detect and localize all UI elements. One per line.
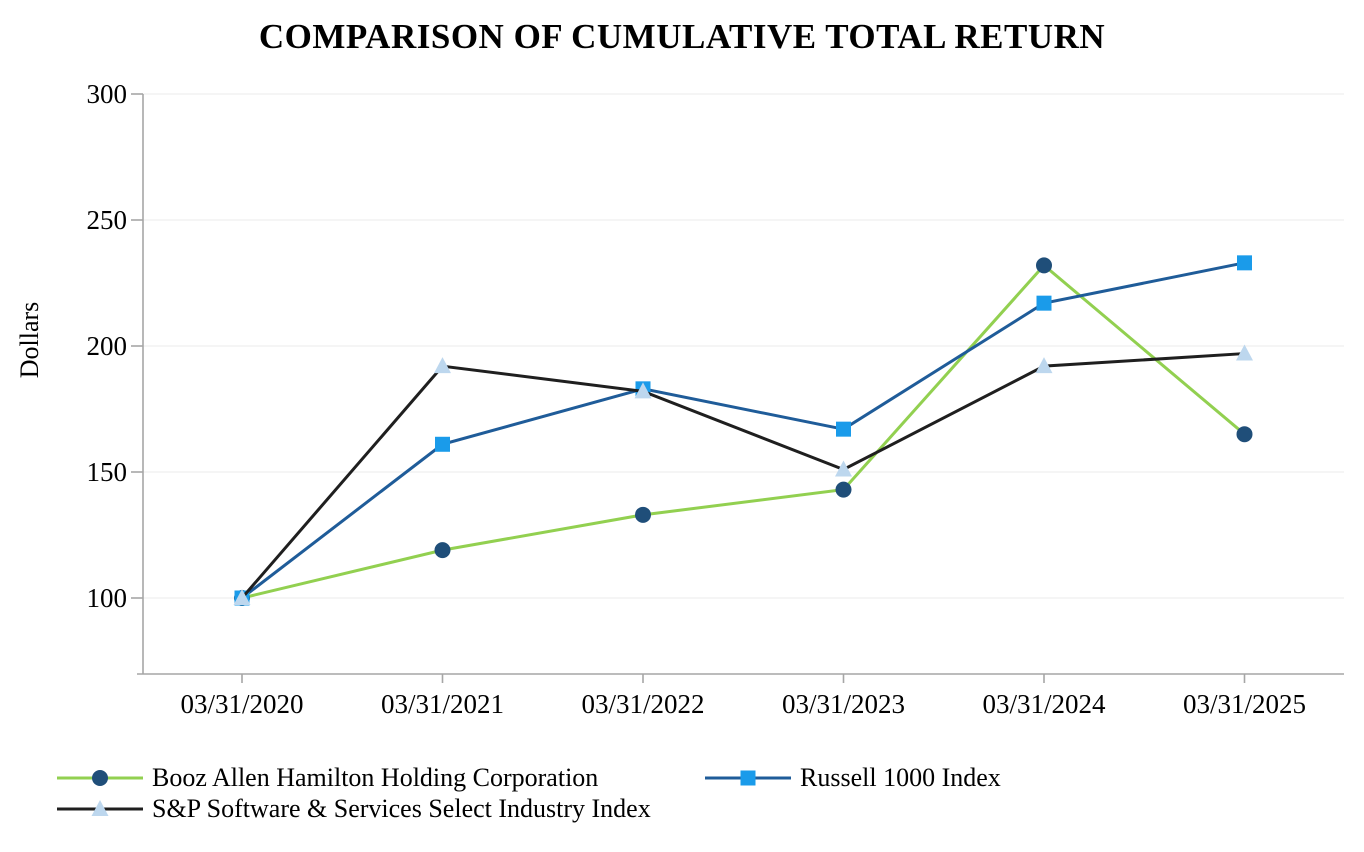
y-axis-title: Dollars (15, 302, 44, 379)
y-tick-label-300: 300 (87, 79, 128, 109)
x-tick-label-3: 03/31/2023 (782, 689, 905, 719)
series-1-point-5-marker-icon (1237, 255, 1252, 271)
plot-area: 100 150 200 250 300 03/31/2020 03/31/2021 03/31… (15, 79, 1344, 719)
series-0-point-5-marker-icon (1236, 426, 1253, 443)
chart-title: COMPARISON OF CUMULATIVE TOTAL RETURN (258, 17, 1106, 56)
x-tick-label-0: 03/31/2020 (180, 689, 303, 719)
legend: Booz Allen Hamilton Holding Corporation … (57, 762, 1001, 824)
triangle-marker-icon (91, 799, 109, 816)
series-0-point-2-marker-icon (635, 506, 651, 523)
series-2-point-1-marker-icon (434, 357, 451, 374)
series-0-point-1-marker-icon (434, 542, 451, 559)
legend-label-booz-allen: Booz Allen Hamilton Holding Corporation (152, 762, 599, 792)
x-tick-label-4: 03/31/2024 (982, 689, 1106, 719)
y-tick-label-250: 250 (87, 205, 128, 235)
legend-item-sp-software: S&P Software & Services Select Industry … (57, 793, 705, 823)
legend-label-russell-1000: Russell 1000 Index (800, 762, 1001, 792)
series-2-point-2-marker-icon (634, 382, 652, 399)
series-1-point-1-marker-icon (435, 436, 450, 452)
series-2-point-0-marker-icon (233, 589, 251, 605)
series-1-point-3-marker-icon (836, 421, 851, 437)
series-2-point-5-marker-icon (1236, 344, 1253, 361)
x-tick-label-1: 03/31/2021 (381, 689, 504, 719)
series-2-line (240, 352, 1245, 599)
series-2-point-3-marker-icon (835, 460, 852, 477)
square-marker-icon (740, 770, 756, 785)
y-tick-label-200: 200 (87, 331, 128, 361)
series-0-point-3-marker-icon (835, 481, 852, 498)
series-0-point-4-marker-icon (1036, 257, 1052, 274)
series-2-point-4-marker-icon (1035, 357, 1053, 374)
legend-label-sp-software: S&P Software & Services Select Industry … (152, 793, 651, 823)
x-tick-label-5: 03/31/2025 (1183, 689, 1306, 719)
series-1-line (241, 261, 1245, 600)
y-tick-label-100: 100 (87, 583, 128, 613)
legend-item-russell-1000: Russell 1000 Index (705, 762, 1001, 792)
x-tick-label-2: 03/31/2022 (581, 689, 704, 719)
series-0-line (241, 263, 1246, 600)
y-tick-label-150: 150 (87, 457, 128, 487)
booz-allen-legend-marker-icon (57, 769, 143, 786)
circle-marker-icon (92, 769, 108, 786)
series-1-point-4-marker-icon (1036, 295, 1052, 311)
sp-software-legend-marker-icon (57, 799, 143, 816)
russell-1000-legend-marker-icon (705, 770, 791, 785)
legend-item-booz-allen: Booz Allen Hamilton Holding Corporation (57, 762, 705, 792)
